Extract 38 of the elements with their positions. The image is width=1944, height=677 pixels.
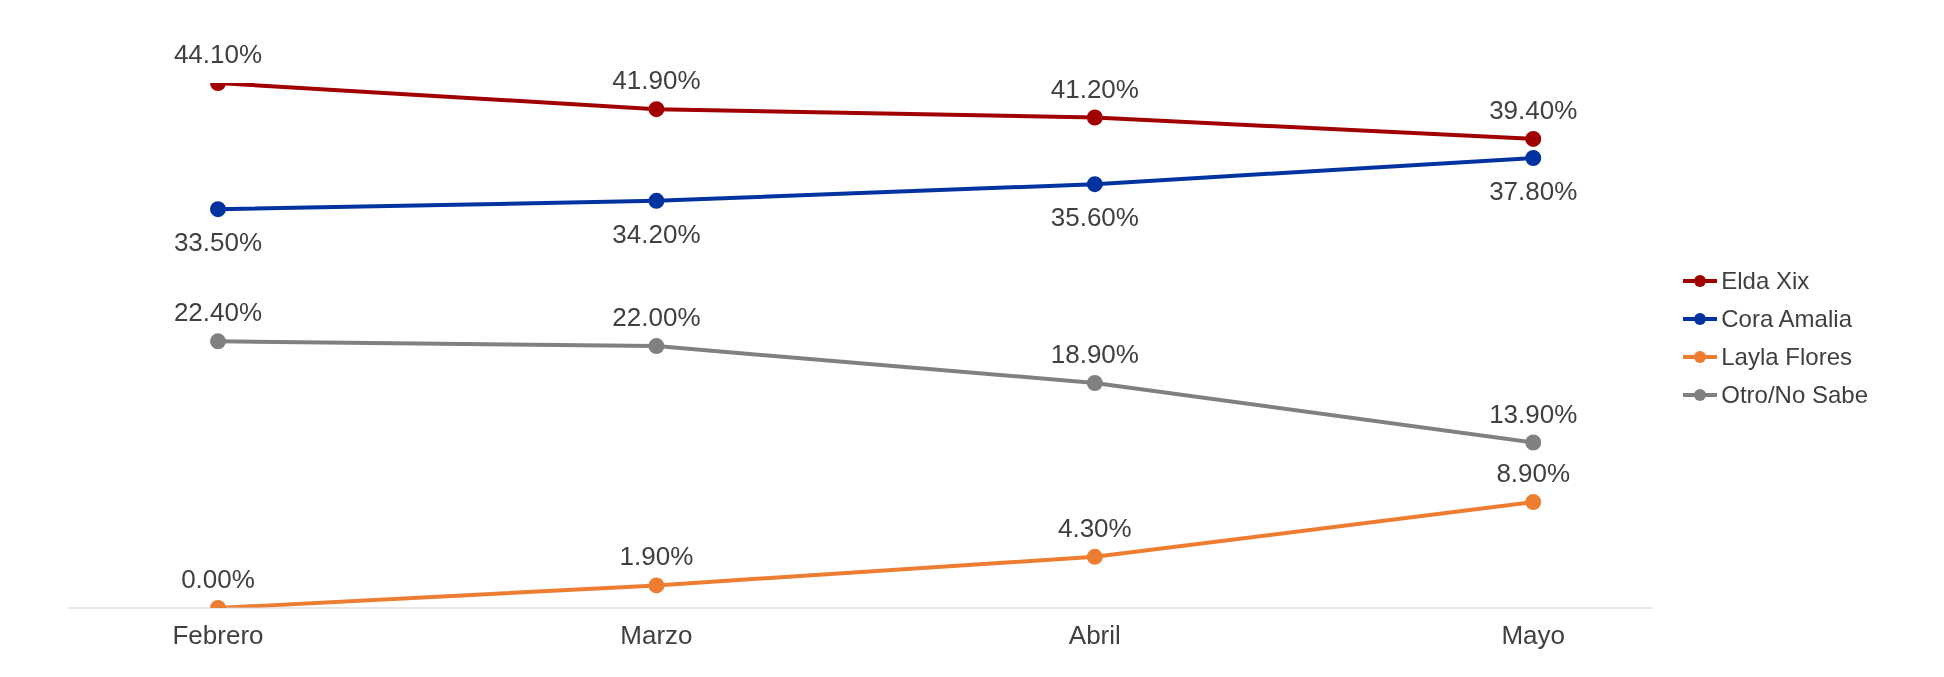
- legend-label: Elda Xix: [1721, 267, 1810, 295]
- legend-label: Cora Amalia: [1721, 305, 1852, 333]
- data-label: 35.60%: [1050, 202, 1139, 233]
- data-label: 0.00%: [181, 564, 255, 594]
- point: [648, 577, 665, 594]
- data-label: 22.40%: [173, 297, 263, 328]
- data-label: 33.50%: [173, 227, 263, 258]
- data-label: 37.80%: [1489, 176, 1578, 206]
- point: [1525, 494, 1542, 511]
- point: [1086, 176, 1103, 193]
- point: [648, 192, 665, 209]
- point: [1525, 150, 1542, 166]
- data-label: 39.40%: [1489, 94, 1578, 125]
- legend-label: Layla Flores: [1721, 343, 1852, 371]
- legend-label: Otro/No Sabe: [1721, 381, 1868, 409]
- data-label: 8.90%: [1496, 458, 1571, 489]
- data-label: 13.90%: [1489, 398, 1578, 429]
- point: [1086, 109, 1103, 126]
- x-tick-label: Mayo: [1501, 620, 1566, 651]
- point: [648, 338, 665, 355]
- data-label: 4.30%: [1057, 512, 1132, 543]
- data-label: 34.20%: [612, 218, 701, 249]
- point: [648, 101, 665, 118]
- data-label: 41.20%: [1050, 73, 1139, 104]
- point: [1525, 130, 1542, 147]
- data-label: 44.10%: [173, 39, 263, 69]
- x-tick-label: Marzo: [620, 620, 693, 651]
- point: [1086, 375, 1103, 391]
- point: [210, 333, 226, 350]
- point: [1525, 434, 1542, 451]
- x-tick-label: Febrero: [172, 620, 264, 651]
- data-label: 18.90%: [1050, 339, 1139, 369]
- x-tick-label: Abril: [1068, 620, 1121, 651]
- data-label: 22.00%: [612, 302, 701, 333]
- data-label: 41.90%: [612, 65, 701, 96]
- data-label: 1.90%: [619, 541, 694, 572]
- point: [1086, 548, 1103, 565]
- point: [210, 201, 226, 218]
